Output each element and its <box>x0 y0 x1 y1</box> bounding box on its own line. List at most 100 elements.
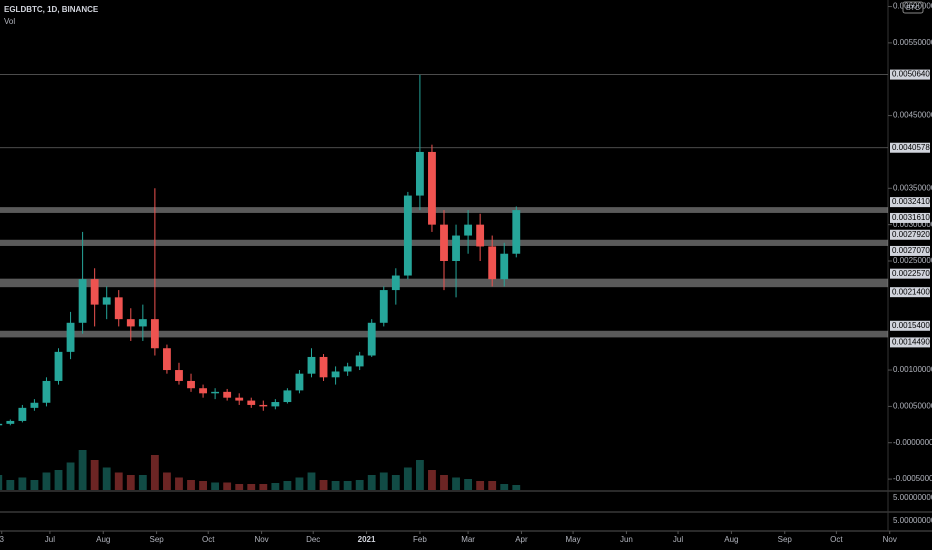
price-label: 0.00405784 <box>892 143 932 152</box>
candle-body <box>187 380 195 389</box>
candle-body <box>175 370 183 381</box>
candle-body <box>440 224 448 261</box>
volume-bar <box>259 484 268 490</box>
volume-label: Vol <box>4 17 15 26</box>
volume-bar <box>18 477 27 490</box>
candle-body <box>512 210 521 254</box>
candle-body <box>30 402 39 408</box>
volume-bar <box>102 467 111 490</box>
volume-bar <box>512 485 521 490</box>
y-tick-label: 0.00600000 <box>893 2 932 11</box>
volume-bar <box>66 462 75 490</box>
volume-bar <box>379 472 388 490</box>
candle-body <box>163 348 171 371</box>
x-tick-label: 3 <box>0 535 4 544</box>
x-tick-label: Oct <box>830 535 843 544</box>
candle-body <box>6 420 15 424</box>
candle-body <box>42 380 51 403</box>
y-tick-label: 0.00250000 <box>893 256 932 265</box>
currency-badge <box>902 1 924 14</box>
volume-bar <box>452 477 460 490</box>
volume-bar <box>464 479 473 490</box>
volume-bar <box>500 484 509 490</box>
candle-body <box>247 400 256 405</box>
volume-bar <box>355 480 364 490</box>
price-label: 0.00154000 <box>892 321 932 330</box>
volume-bar <box>199 481 207 490</box>
chart-title: EGLDBTC, 1D, BINANCE <box>4 5 99 14</box>
volume-bar <box>42 472 51 490</box>
x-tick-label: Nov <box>254 535 268 544</box>
y-tick-label: -0.00050000 <box>893 474 932 483</box>
price-label: 0.00316100 <box>892 213 932 222</box>
candle-body <box>295 373 304 391</box>
candle-body <box>464 224 473 236</box>
volume-bar <box>283 481 292 490</box>
price-label-box <box>890 229 930 240</box>
volume-bar <box>319 480 328 490</box>
y-tick-label: 0.00050000 <box>893 402 932 411</box>
price-label-box <box>890 245 930 256</box>
candle-body <box>235 397 244 401</box>
price-label: 0.00144900 <box>892 338 932 347</box>
x-tick-label: 2021 <box>358 535 376 544</box>
volume-bar <box>331 481 340 490</box>
x-tick-label: Aug <box>724 535 738 544</box>
price-label-box <box>890 69 930 80</box>
volume-bar <box>428 470 436 490</box>
volume-bar <box>150 455 159 490</box>
candle-body <box>488 246 497 280</box>
price-label-box <box>890 268 930 279</box>
y-tick-label: 0.00100000 <box>893 365 932 374</box>
x-tick-label: Feb <box>413 535 427 544</box>
currency-label: BTC <box>906 5 920 12</box>
candle-body <box>114 297 123 320</box>
candle-body <box>476 224 485 247</box>
price-label: 0.00270700 <box>892 246 932 255</box>
price-label-box <box>890 212 930 223</box>
pane-scale-label: 5.00000000 <box>893 493 932 502</box>
x-tick-label: Jul <box>45 535 55 544</box>
price-zone <box>0 207 888 213</box>
candle-body <box>428 151 436 225</box>
volume-bar <box>235 484 244 490</box>
x-tick-label: Mar <box>461 535 475 544</box>
candle-body <box>54 351 63 381</box>
volume-bar <box>90 460 99 490</box>
price-label-box <box>890 287 930 298</box>
volume-bar <box>6 480 15 490</box>
x-tick-label: Nov <box>883 535 897 544</box>
candle-body <box>0 423 3 426</box>
candle-body <box>307 356 316 374</box>
x-tick-label: Sep <box>149 535 164 544</box>
price-label: 0.00214000 <box>892 287 932 296</box>
x-tick-label: Dec <box>306 535 320 544</box>
price-label: 0.00225700 <box>892 269 932 278</box>
candle-body <box>283 390 292 403</box>
price-label: 0.00324100 <box>892 197 932 206</box>
x-tick-label: Apr <box>515 535 528 544</box>
x-tick-label: Oct <box>202 535 215 544</box>
price-label-box <box>890 320 930 331</box>
volume-bar <box>307 472 316 490</box>
candle-body <box>211 391 220 394</box>
volume-bar <box>163 472 171 490</box>
candle-body <box>138 319 147 327</box>
volume-bar <box>223 482 232 490</box>
volume-bar <box>126 475 135 490</box>
candle-body <box>259 404 268 407</box>
x-tick-label: Aug <box>96 535 110 544</box>
x-tick-label: Jun <box>620 535 633 544</box>
volume-bar <box>403 467 412 490</box>
candle-body <box>379 290 388 323</box>
volume-bar <box>175 477 183 490</box>
volume-bar <box>247 484 256 490</box>
volume-bar <box>415 460 424 490</box>
price-label: 0.00506400 <box>892 70 932 79</box>
y-tick-label: 0.00550000 <box>893 38 932 47</box>
volume-bar <box>54 470 63 490</box>
volume-bar <box>211 482 220 490</box>
candle-body <box>18 407 27 421</box>
volume-bar <box>476 481 485 490</box>
